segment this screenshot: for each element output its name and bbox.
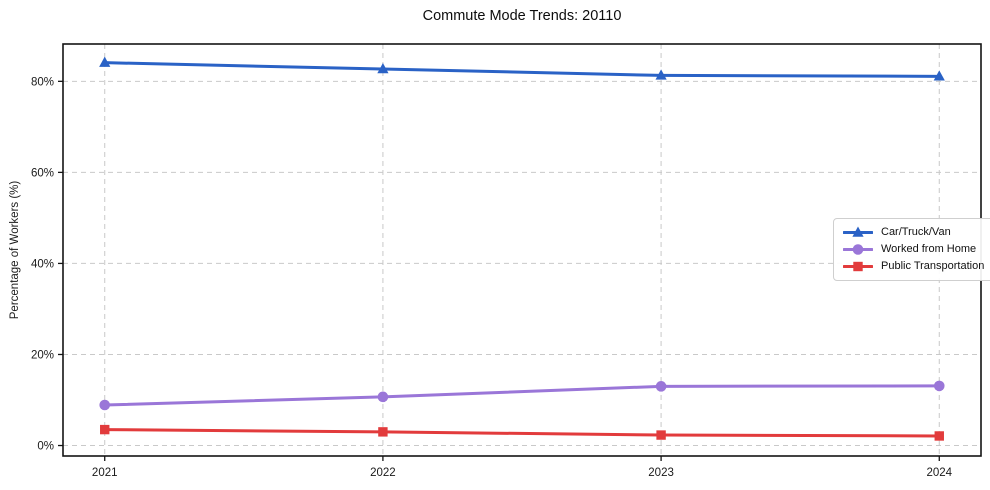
circle-marker-icon-worked-from-home (655, 381, 667, 392)
chart-title: Commute Mode Trends: 20110 (422, 8, 622, 24)
x-tick-label: 2023 (648, 467, 674, 479)
series-line-worked-from-home (103, 384, 941, 407)
triangle-marker-icon-car-truck-van (933, 70, 945, 81)
legend-item-public-transportation: Public Transportation (843, 260, 984, 273)
y-tick-label: 60% (31, 167, 54, 179)
legend-label: Public Transportation (881, 260, 985, 272)
legend-item-worked-from-home: Worked from Home (843, 243, 984, 256)
series-line-public-transportation (103, 428, 941, 438)
legend-square-icon (843, 261, 873, 272)
legend-label: Worked from Home (881, 243, 977, 255)
square-marker-icon-public-transportation (100, 424, 110, 435)
triangle-marker-icon-car-truck-van (655, 69, 667, 80)
circle-marker-icon-worked-from-home (99, 399, 111, 411)
square-marker-icon-public-transportation (934, 431, 944, 441)
y-tick-label: 0% (37, 441, 54, 453)
legend-label: Car/Truck/Van (881, 226, 951, 238)
x-tick-label: 2022 (370, 467, 396, 479)
series-line-car-truck-van (103, 61, 941, 78)
circle-marker-icon-legend (852, 244, 864, 255)
x-tick-label: 2021 (92, 467, 118, 479)
y-tick-label: 40% (31, 258, 54, 270)
triangle-marker-icon-car-truck-van (99, 56, 111, 67)
triangle-marker-icon-legend (852, 226, 864, 237)
legend-item-car-truck-van: Car/Truck/Van (843, 226, 984, 239)
y-tick-label: 20% (31, 349, 54, 361)
circle-marker-icon-worked-from-home (377, 391, 389, 403)
legend-triangle-icon (843, 226, 873, 237)
circle-marker-icon-worked-from-home (933, 380, 945, 392)
legend: Car/Truck/Van Worked from Home Public Tran… (833, 218, 990, 281)
y-tick-label: 80% (31, 76, 54, 88)
x-tick-label: 2024 (926, 467, 952, 479)
square-marker-icon-public-transportation (378, 427, 388, 437)
square-marker-icon-public-transportation (656, 430, 666, 440)
legend-circle-icon (843, 244, 873, 255)
square-marker-icon-legend (853, 261, 863, 272)
triangle-marker-icon-car-truck-van (377, 63, 389, 74)
